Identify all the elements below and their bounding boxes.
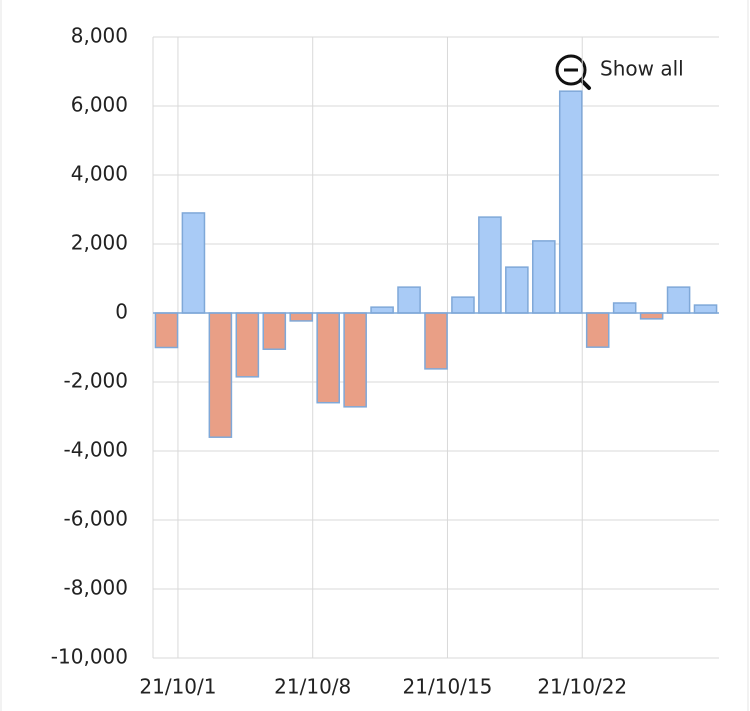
y-tick-label: 4,000	[71, 162, 128, 186]
bar	[181, 212, 206, 314]
bar	[154, 312, 179, 349]
y-tick-label: 2,000	[71, 231, 128, 255]
y-tick-label: 0	[115, 300, 128, 324]
bar	[370, 306, 394, 314]
bar	[235, 312, 260, 378]
x-tick-label: 21/10/8	[274, 675, 351, 699]
bar	[478, 216, 502, 314]
bar	[424, 312, 448, 370]
bar	[289, 312, 314, 322]
bar	[666, 286, 691, 314]
bar	[693, 304, 718, 314]
x-tick-label: 21/10/15	[403, 675, 493, 699]
bar	[397, 286, 421, 314]
bar	[612, 302, 637, 314]
y-tick-label: -2,000	[64, 369, 128, 393]
y-tick-label: -6,000	[64, 507, 128, 531]
bar	[585, 312, 610, 348]
x-tick-label: 21/10/1	[139, 675, 216, 699]
bar	[505, 266, 529, 314]
bar	[639, 312, 664, 320]
show-all-button[interactable]: Show all	[555, 54, 684, 90]
bar	[262, 312, 287, 350]
bar	[316, 312, 340, 404]
plot: -10,000 -8,000 -6,000 -4,000 -2,000 0 2,000 4,0…	[51, 24, 719, 699]
show-all-label[interactable]: Show all	[600, 57, 684, 81]
y-tick-label: 6,000	[71, 93, 128, 117]
x-tick-label: 21/10/22	[537, 675, 627, 699]
bar	[451, 296, 475, 314]
y-tick-label: -10,000	[51, 645, 128, 669]
bar	[208, 312, 233, 438]
bar	[558, 90, 583, 314]
bar	[532, 240, 556, 314]
y-tick-label: -8,000	[64, 576, 128, 600]
y-tick-label: 8,000	[71, 24, 128, 48]
y-tick-label: -4,000	[64, 438, 128, 462]
zoom-icon	[555, 54, 587, 86]
bar	[343, 312, 367, 408]
